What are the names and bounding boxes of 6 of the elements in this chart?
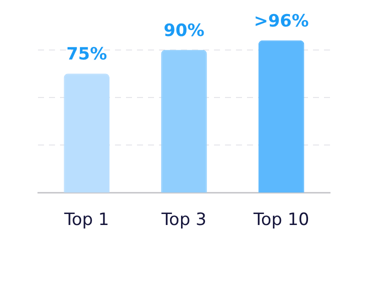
data-label: 90% bbox=[164, 20, 204, 41]
x-tick-label: Top 10 bbox=[252, 210, 310, 230]
data-label: 75% bbox=[66, 44, 108, 65]
x-tick-label: Top 1 bbox=[63, 210, 110, 230]
data-label: >96% bbox=[254, 11, 309, 32]
x-tick-label: Top 3 bbox=[160, 210, 206, 230]
